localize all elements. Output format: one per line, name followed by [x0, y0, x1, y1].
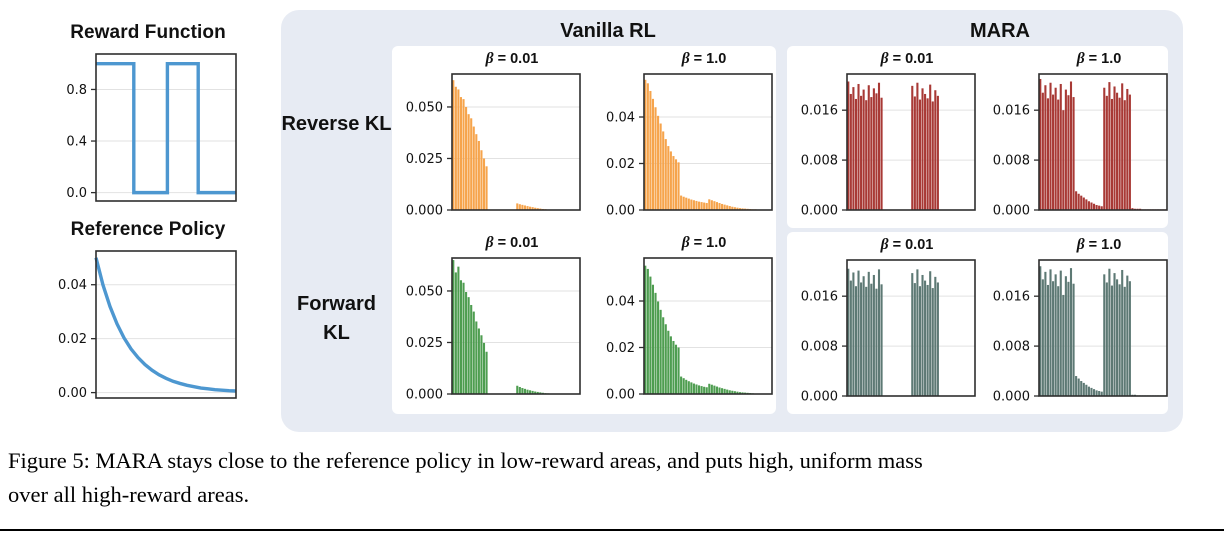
caption-line-2: over all high-reward areas.	[8, 482, 250, 507]
subplot-canvas: 0.000 0.008 0.016	[801, 259, 976, 405]
mara-forward-card: β = 0.01 0.000 0.008 0.016 β = 1.0 0.000 0.00…	[787, 232, 1168, 414]
subplot-canvas: 0.00 0.02 0.04	[606, 257, 773, 403]
subplot-title: β = 0.01	[448, 50, 576, 68]
subplot-canvas: 0.000 0.025 0.050	[406, 73, 581, 219]
svg-text:0.000: 0.000	[993, 390, 1030, 405]
row-label-reverse-kl: Reverse KL	[281, 113, 392, 135]
svg-text:0.008: 0.008	[801, 154, 838, 169]
subplot-canvas: 0.00 0.02 0.04	[606, 73, 773, 219]
beta-symbol: β	[485, 234, 494, 251]
svg-text:0.016: 0.016	[801, 290, 838, 305]
beta-symbol: β	[681, 234, 690, 251]
beta-symbol: β	[880, 50, 889, 67]
svg-text:0.00: 0.00	[606, 204, 635, 219]
beta-value: = 1.0	[693, 235, 727, 251]
svg-text:0.02: 0.02	[58, 332, 87, 347]
svg-text:0.016: 0.016	[993, 104, 1030, 119]
subplot-canvas: 0.000 0.008 0.016	[993, 73, 1168, 219]
subplot-title: β = 1.0	[640, 50, 768, 68]
beta-symbol: β	[1076, 236, 1085, 253]
svg-text:0.050: 0.050	[406, 100, 443, 115]
subplot-mara-reverse-beta-1-0: β = 1.0 0.000 0.008 0.016	[979, 50, 1171, 224]
svg-text:0.000: 0.000	[406, 204, 443, 219]
beta-symbol: β	[1076, 50, 1085, 67]
svg-text:0.8: 0.8	[66, 83, 87, 98]
svg-text:0.050: 0.050	[406, 284, 443, 299]
subplot-vanilla-forward-beta-0-01: β = 0.01 0.000 0.025 0.050	[392, 234, 584, 408]
left-column: Reward Function 0.0 0.4 0.8 Reference Poli…	[34, 22, 240, 404]
svg-text:0.008: 0.008	[801, 340, 838, 355]
beta-value: = 0.01	[497, 51, 539, 67]
beta-value: = 1.0	[1088, 237, 1122, 253]
subplot-vanilla-reverse-beta-0-01: β = 0.01 0.000 0.025 0.050	[392, 50, 584, 224]
svg-text:0.000: 0.000	[406, 388, 443, 403]
svg-text:0.00: 0.00	[58, 386, 87, 401]
reference-policy-canvas: 0.00 0.02 0.04	[58, 250, 237, 401]
group-header-mara: MARA	[970, 20, 1030, 42]
svg-text:0.04: 0.04	[606, 295, 635, 310]
beta-value: = 0.01	[892, 51, 934, 67]
comparison-panel: Vanilla RL MARA Reverse KL Forward KL β =…	[281, 10, 1183, 432]
svg-text:0.04: 0.04	[606, 111, 635, 126]
subplot-title: β = 1.0	[640, 234, 768, 252]
figure-caption: Figure 5: MARA stays close to the refere…	[8, 444, 1220, 512]
row-label-forward-kl: Forward KL	[297, 293, 376, 344]
svg-text:0.008: 0.008	[993, 340, 1030, 355]
subplot-title: β = 1.0	[1035, 50, 1163, 68]
beta-symbol: β	[880, 236, 889, 253]
bottom-rule	[0, 529, 1224, 531]
mara-reverse-card: β = 0.01 0.000 0.008 0.016 β = 1.0 0.000 0.00…	[787, 46, 1168, 228]
beta-symbol: β	[485, 50, 494, 67]
caption-line-1: Figure 5: MARA stays close to the refere…	[8, 448, 923, 473]
subplot-canvas: 0.000 0.008 0.016	[801, 73, 976, 219]
svg-text:0.0: 0.0	[66, 186, 87, 201]
subplot-mara-forward-beta-1-0: β = 1.0 0.000 0.008 0.016	[979, 236, 1171, 410]
svg-text:0.4: 0.4	[66, 135, 87, 150]
subplot-title: β = 0.01	[843, 50, 971, 68]
subplot-title: β = 0.01	[448, 234, 576, 252]
subplot-title: β = 1.0	[1035, 236, 1163, 254]
subplot-mara-reverse-beta-0-01: β = 0.01 0.000 0.008 0.016	[787, 50, 979, 224]
group-header-vanilla-rl: Vanilla RL	[560, 20, 656, 42]
beta-value: = 0.01	[497, 235, 539, 251]
beta-value: = 1.0	[1088, 51, 1122, 67]
subplot-vanilla-forward-beta-1-0: β = 1.0 0.00 0.02 0.04	[584, 234, 776, 408]
svg-text:0.02: 0.02	[606, 341, 635, 356]
beta-value: = 0.01	[892, 237, 934, 253]
svg-text:0.04: 0.04	[58, 278, 87, 293]
beta-symbol: β	[681, 50, 690, 67]
svg-text:0.016: 0.016	[801, 104, 838, 119]
svg-text:0.02: 0.02	[606, 157, 635, 172]
subplot-canvas: 0.000 0.008 0.016	[993, 259, 1168, 405]
svg-text:0.000: 0.000	[993, 204, 1030, 219]
svg-text:0.025: 0.025	[406, 336, 443, 351]
reward-function-canvas: 0.0 0.4 0.8	[66, 53, 237, 202]
reward-function-title: Reward Function	[70, 22, 226, 43]
svg-text:0.016: 0.016	[993, 290, 1030, 305]
reward-function-plot: Reward Function 0.0 0.4 0.8	[34, 22, 240, 207]
subplot-vanilla-reverse-beta-1-0: β = 1.0 0.00 0.02 0.04	[584, 50, 776, 224]
reference-policy-title: Reference Policy	[70, 219, 226, 240]
svg-text:0.00: 0.00	[606, 388, 635, 403]
subplot-canvas: 0.000 0.025 0.050	[406, 257, 581, 403]
vanilla-rl-card: β = 0.01 0.000 0.025 0.050 β = 1.0 0.00 0.02 0…	[392, 46, 776, 414]
svg-text:0.000: 0.000	[801, 390, 838, 405]
beta-value: = 1.0	[693, 51, 727, 67]
subplot-title: β = 0.01	[843, 236, 971, 254]
svg-text:0.000: 0.000	[801, 204, 838, 219]
reference-policy-plot: Reference Policy 0.00 0.02 0.04	[34, 219, 240, 404]
svg-text:0.025: 0.025	[406, 152, 443, 167]
subplot-mara-forward-beta-0-01: β = 0.01 0.000 0.008 0.016	[787, 236, 979, 410]
svg-text:0.008: 0.008	[993, 154, 1030, 169]
